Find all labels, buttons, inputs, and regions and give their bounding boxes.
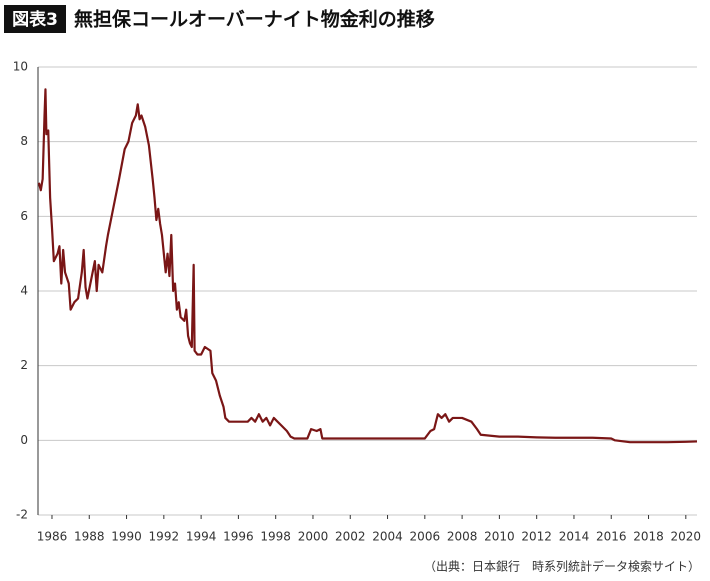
x-tick-label: 1996 (223, 530, 254, 544)
x-tick-label: 2020 (671, 530, 702, 544)
x-tick-label: 2004 (372, 530, 403, 544)
y-tick-label: 6 (20, 209, 28, 223)
x-tick-label: 1988 (74, 530, 105, 544)
x-tick-label: 1998 (260, 530, 291, 544)
data-line (37, 88, 698, 444)
chart-title: 無担保コールオーバーナイト物金利の推移 (74, 8, 435, 31)
x-tick-label: 1992 (149, 530, 180, 544)
x-tick-label: 1994 (186, 530, 217, 544)
y-tick-label: -2 (16, 508, 28, 522)
y-tick-label: 4 (20, 284, 28, 298)
y-tick-label: 8 (20, 134, 28, 148)
x-tick-label: 2018 (633, 530, 664, 544)
x-tick-label: 2012 (521, 530, 552, 544)
x-tick-label: 2008 (447, 530, 478, 544)
x-tick-label: 2000 (298, 530, 329, 544)
x-tick-label: 2016 (596, 530, 627, 544)
x-tick-label: 2002 (335, 530, 366, 544)
x-tick-label: 2014 (559, 530, 590, 544)
x-tick-label: 2006 (410, 530, 441, 544)
source-note: （出典：日本銀行 時系列統計データ検索サイト） (424, 559, 700, 574)
x-tick-label: 1990 (111, 530, 142, 544)
y-tick-label: 2 (20, 358, 28, 372)
x-tick-label: 2010 (484, 530, 515, 544)
y-tick-label: 10 (13, 60, 28, 74)
chart-label: 図表3 (12, 9, 58, 30)
title-badge (4, 5, 66, 33)
x-tick-label: 1986 (37, 530, 68, 544)
y-tick-label: 0 (20, 433, 28, 447)
